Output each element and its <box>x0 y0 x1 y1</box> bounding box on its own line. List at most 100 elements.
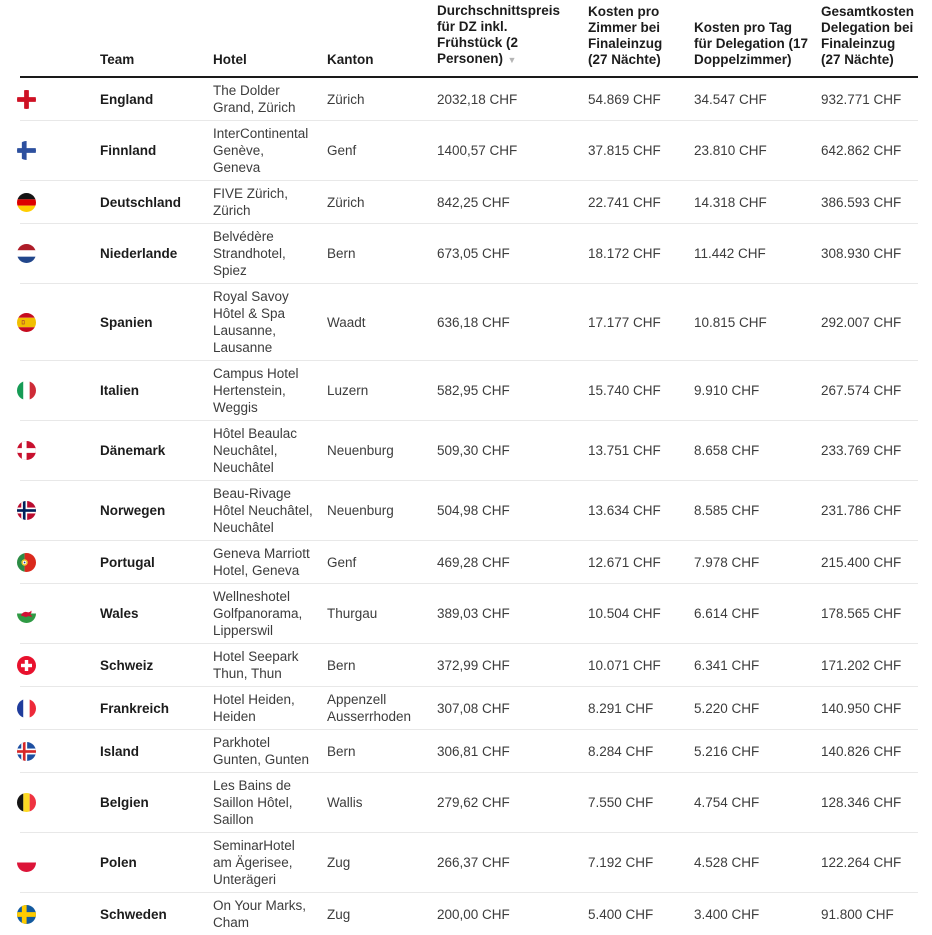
hotel-name: Beau-Rivage Hôtel Neuchâtel, Neuchâtel <box>213 481 327 541</box>
total-cost-value: 122.264 CHF <box>821 833 918 893</box>
column-header-label: Durchschnittspreis für DZ inkl. Frühstüc… <box>437 3 560 66</box>
hotel-name: Wellneshotel Golfpanorama, Lipperswil <box>213 584 327 644</box>
avg-price-value: 2032,18 CHF <box>437 77 588 121</box>
flag-icon-island <box>17 742 36 761</box>
day-cost-value: 6.341 CHF <box>694 644 821 687</box>
room-cost-value: 18.172 CHF <box>588 224 694 284</box>
room-cost-value: 7.192 CHF <box>588 833 694 893</box>
flag-icon-frankreich <box>17 699 36 718</box>
column-header-hotel[interactable]: Hotel <box>213 0 327 77</box>
kanton-name: Neuenburg <box>327 481 437 541</box>
hotel-name: Campus Hotel Hertenstein, Weggis <box>213 361 327 421</box>
hotel-name: Royal Savoy Hôtel & Spa Lausanne, Lausan… <box>213 284 327 361</box>
column-header-label: Team <box>100 52 134 67</box>
table-row: Italien Campus Hotel Hertenstein, Weggis… <box>20 361 918 421</box>
flag-icon-belgien <box>17 793 36 812</box>
hotel-name: FIVE Zürich, Zürich <box>213 181 327 224</box>
day-cost-value: 4.754 CHF <box>694 773 821 833</box>
hotel-name: The Dolder Grand, Zürich <box>213 77 327 121</box>
column-header-total_cost[interactable]: Gesamtkosten Delegation bei Finaleinzug … <box>821 0 918 77</box>
day-cost-value: 23.810 CHF <box>694 121 821 181</box>
table-row: Portugal Geneva Marriott Hotel, Geneva G… <box>20 541 918 584</box>
hotel-name: Hôtel Beaulac Neuchâtel, Neuchâtel <box>213 421 327 481</box>
day-cost-value: 7.978 CHF <box>694 541 821 584</box>
total-cost-value: 292.007 CHF <box>821 284 918 361</box>
day-cost-value: 10.815 CHF <box>694 284 821 361</box>
day-cost-value: 14.318 CHF <box>694 181 821 224</box>
total-cost-value: 308.930 CHF <box>821 224 918 284</box>
avg-price-value: 1400,57 CHF <box>437 121 588 181</box>
column-header-label: Gesamtkosten Delegation bei Finaleinzug … <box>821 4 914 67</box>
avg-price-value: 509,30 CHF <box>437 421 588 481</box>
column-header-label: Hotel <box>213 52 247 67</box>
team-name: Island <box>100 730 213 773</box>
column-header-avg_price[interactable]: Durchschnittspreis für DZ inkl. Frühstüc… <box>437 0 588 77</box>
hotel-name: Hotel Seepark Thun, Thun <box>213 644 327 687</box>
sort-desc-icon: ▼ <box>505 55 516 65</box>
kanton-name: Genf <box>327 541 437 584</box>
table-row: Schweden On Your Marks, Cham Zug 200,00 … <box>20 893 918 935</box>
day-cost-value: 3.400 CHF <box>694 893 821 935</box>
room-cost-value: 8.291 CHF <box>588 687 694 730</box>
kanton-name: Zug <box>327 833 437 893</box>
column-header-day_cost[interactable]: Kosten pro Tag für Delegation (17 Doppel… <box>694 0 821 77</box>
column-header-room_cost[interactable]: Kosten pro Zimmer bei Finaleinzug (27 Nä… <box>588 0 694 77</box>
hotel-name: Parkhotel Gunten, Gunten <box>213 730 327 773</box>
column-header-label: Kosten pro Zimmer bei Finaleinzug (27 Nä… <box>588 4 662 67</box>
avg-price-value: 842,25 CHF <box>437 181 588 224</box>
room-cost-value: 54.869 CHF <box>588 77 694 121</box>
room-cost-value: 5.400 CHF <box>588 893 694 935</box>
team-name: Portugal <box>100 541 213 584</box>
room-cost-value: 7.550 CHF <box>588 773 694 833</box>
room-cost-value: 8.284 CHF <box>588 730 694 773</box>
room-cost-value: 15.740 CHF <box>588 361 694 421</box>
hotel-name: Geneva Marriott Hotel, Geneva <box>213 541 327 584</box>
kanton-name: Zug <box>327 893 437 935</box>
total-cost-value: 128.346 CHF <box>821 773 918 833</box>
avg-price-value: 307,08 CHF <box>437 687 588 730</box>
day-cost-value: 5.220 CHF <box>694 687 821 730</box>
total-cost-value: 140.826 CHF <box>821 730 918 773</box>
avg-price-value: 636,18 CHF <box>437 284 588 361</box>
total-cost-value: 140.950 CHF <box>821 687 918 730</box>
total-cost-value: 642.862 CHF <box>821 121 918 181</box>
table-row: Frankreich Hotel Heiden, Heiden Appenzel… <box>20 687 918 730</box>
room-cost-value: 10.504 CHF <box>588 584 694 644</box>
room-cost-value: 13.634 CHF <box>588 481 694 541</box>
flag-icon-wales <box>17 604 36 623</box>
day-cost-value: 8.658 CHF <box>694 421 821 481</box>
team-name: Italien <box>100 361 213 421</box>
table-row: Niederlande Belvédère Strandhotel, Spiez… <box>20 224 918 284</box>
flag-icon-polen <box>17 853 36 872</box>
total-cost-value: 178.565 CHF <box>821 584 918 644</box>
total-cost-value: 932.771 CHF <box>821 77 918 121</box>
avg-price-value: 389,03 CHF <box>437 584 588 644</box>
hotel-name: On Your Marks, Cham <box>213 893 327 935</box>
room-cost-value: 17.177 CHF <box>588 284 694 361</box>
kanton-name: Thurgau <box>327 584 437 644</box>
total-cost-value: 231.786 CHF <box>821 481 918 541</box>
hotel-name: InterContinental Genève, Geneva <box>213 121 327 181</box>
team-name: Spanien <box>100 284 213 361</box>
total-cost-value: 215.400 CHF <box>821 541 918 584</box>
room-cost-value: 12.671 CHF <box>588 541 694 584</box>
team-name: Norwegen <box>100 481 213 541</box>
kanton-name: Zürich <box>327 77 437 121</box>
table-body: England The Dolder Grand, Zürich Zürich … <box>20 77 918 935</box>
kanton-name: Luzern <box>327 361 437 421</box>
avg-price-value: 504,98 CHF <box>437 481 588 541</box>
total-cost-value: 171.202 CHF <box>821 644 918 687</box>
flag-icon-italien <box>17 381 36 400</box>
table-row: England The Dolder Grand, Zürich Zürich … <box>20 77 918 121</box>
kanton-name: Bern <box>327 644 437 687</box>
flag-icon-schweiz <box>17 656 36 675</box>
column-header-kanton[interactable]: Kanton <box>327 0 437 77</box>
avg-price-value: 266,37 CHF <box>437 833 588 893</box>
avg-price-value: 582,95 CHF <box>437 361 588 421</box>
column-header-flag[interactable] <box>20 0 100 77</box>
flag-icon-norwegen <box>17 501 36 520</box>
column-header-team[interactable]: Team <box>100 0 213 77</box>
flag-icon-niederlande <box>17 244 36 263</box>
flag-icon-spanien <box>17 313 36 332</box>
